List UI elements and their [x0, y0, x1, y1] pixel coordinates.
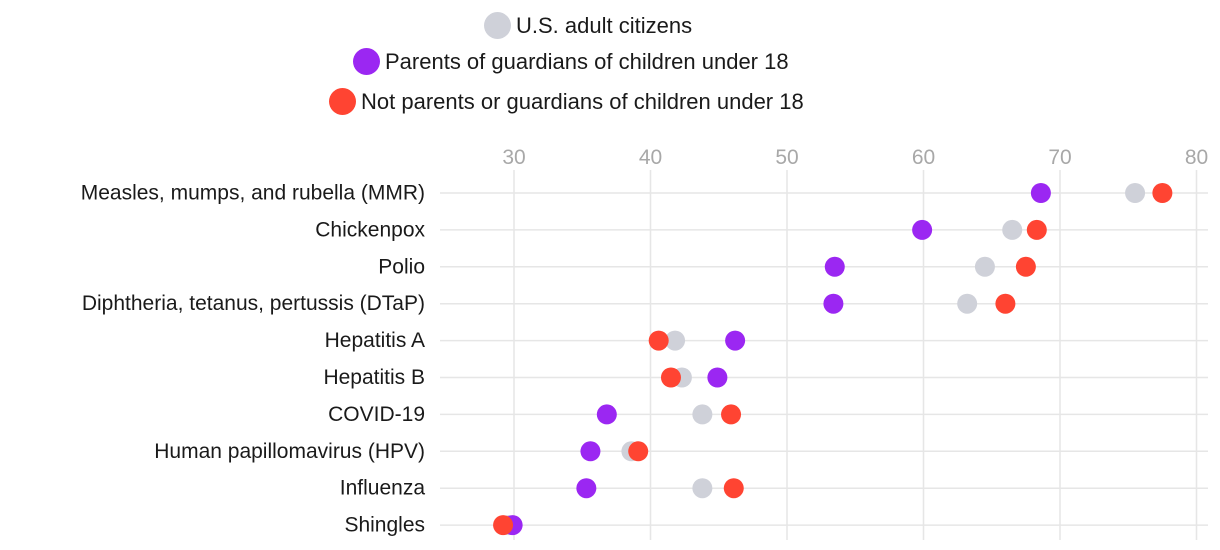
- x-tick-label: 50: [775, 146, 798, 169]
- category-label: Polio: [378, 255, 425, 278]
- legend-item-us-adults: U.S. adult citizens: [484, 12, 692, 39]
- category-label: Influenza: [340, 477, 426, 500]
- x-tick-label: 30: [502, 146, 525, 169]
- dot-parents: [823, 293, 844, 314]
- dot-not-parents: [493, 515, 514, 536]
- chart-legend: U.S. adult citizens Parents of guardians…: [0, 0, 1220, 125]
- dot-parents: [707, 367, 728, 388]
- dot-us-adults: [692, 478, 713, 499]
- dot-not-parents: [721, 404, 742, 425]
- legend-marker-us-adults: [484, 12, 511, 39]
- category-label: Human papillomavirus (HPV): [154, 440, 425, 463]
- category-label: Diphtheria, tetanus, pertussis (DTaP): [82, 292, 425, 315]
- dot-not-parents: [995, 293, 1016, 314]
- dot-parents: [1030, 183, 1051, 203]
- category-label: Measles, mumps, and rubella (MMR): [81, 182, 425, 205]
- category-label: Shingles: [344, 514, 425, 537]
- legend-marker-not-parents: [329, 88, 356, 115]
- dot-not-parents: [1152, 183, 1173, 203]
- dot-not-parents: [723, 478, 744, 499]
- dot-parents: [912, 219, 933, 240]
- dot-parents: [824, 256, 845, 277]
- x-tick-label: 60: [912, 146, 935, 169]
- dot-parents: [576, 478, 597, 499]
- legend-label-us-adults: U.S. adult citizens: [516, 12, 693, 38]
- dot-not-parents: [660, 367, 681, 388]
- legend-marker-parents: [353, 48, 380, 75]
- x-tick-label: 40: [639, 146, 662, 169]
- dot-not-parents: [648, 330, 669, 351]
- dot-parents: [725, 330, 746, 351]
- dot-not-parents: [1026, 219, 1047, 240]
- dot-us-adults: [1002, 219, 1023, 240]
- dot-us-adults: [974, 256, 995, 277]
- dot-us-adults: [1125, 183, 1146, 203]
- legend-label-parents: Parents of guardians of children under 1…: [385, 48, 789, 74]
- dot-parents: [596, 404, 617, 425]
- category-label: Chickenpox: [315, 218, 425, 241]
- dot-us-adults: [692, 404, 713, 425]
- x-tick-label: 70: [1048, 146, 1071, 169]
- legend-item-not-parents: Not parents or guardians of children und…: [329, 88, 804, 115]
- legend-item-parents: Parents of guardians of children under 1…: [353, 48, 789, 75]
- dot-us-adults: [957, 293, 978, 314]
- dot-not-parents: [628, 441, 649, 462]
- category-label: Hepatitis A: [325, 329, 425, 352]
- dot-us-adults: [665, 330, 686, 351]
- category-label: COVID-19: [328, 403, 425, 426]
- legend-label-not-parents: Not parents or guardians of children und…: [361, 88, 804, 114]
- category-label: Hepatitis B: [323, 366, 425, 389]
- dot-not-parents: [1015, 256, 1036, 277]
- dot-parents: [580, 441, 601, 462]
- x-tick-label: 80: [1185, 146, 1208, 169]
